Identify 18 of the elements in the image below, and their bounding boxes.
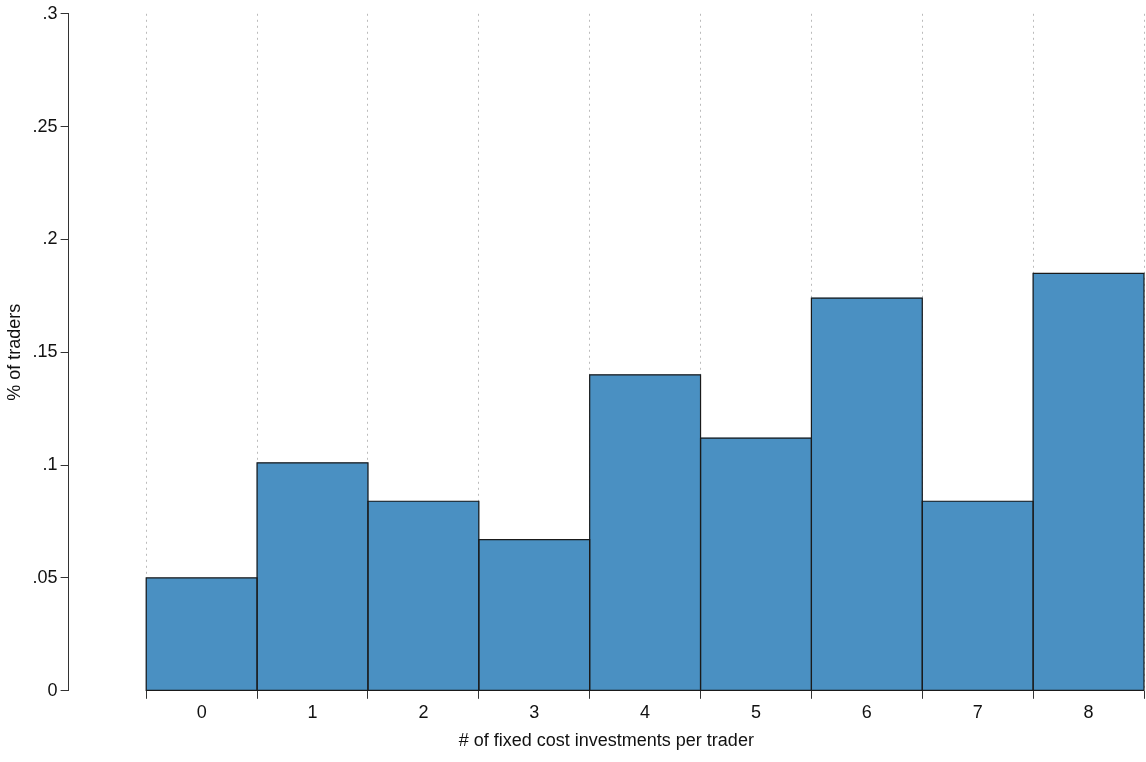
x-tick-label: 3 xyxy=(529,701,540,722)
y-tick-label: .3 xyxy=(42,2,58,23)
x-tick-label: 5 xyxy=(750,701,761,722)
x-tick-label: 0 xyxy=(196,701,207,722)
y-tick-label: .25 xyxy=(32,115,58,136)
y-axis-title: % of traders xyxy=(3,303,24,401)
y-tick-label: .1 xyxy=(42,454,58,475)
x-tick-label: 4 xyxy=(640,701,651,722)
x-tick-label: 1 xyxy=(307,701,318,722)
x-tick-label: 7 xyxy=(972,701,983,722)
y-tick-label: .05 xyxy=(32,566,58,587)
y-tick-label: .2 xyxy=(42,228,58,249)
y-tick-label: 0 xyxy=(47,679,58,700)
x-tick-label: 2 xyxy=(418,701,429,722)
x-axis-title: # of fixed cost investments per trader xyxy=(458,730,754,751)
y-tick-label: .15 xyxy=(32,341,58,362)
x-tick-label: 6 xyxy=(861,701,872,722)
x-tick-label: 8 xyxy=(1083,701,1094,722)
